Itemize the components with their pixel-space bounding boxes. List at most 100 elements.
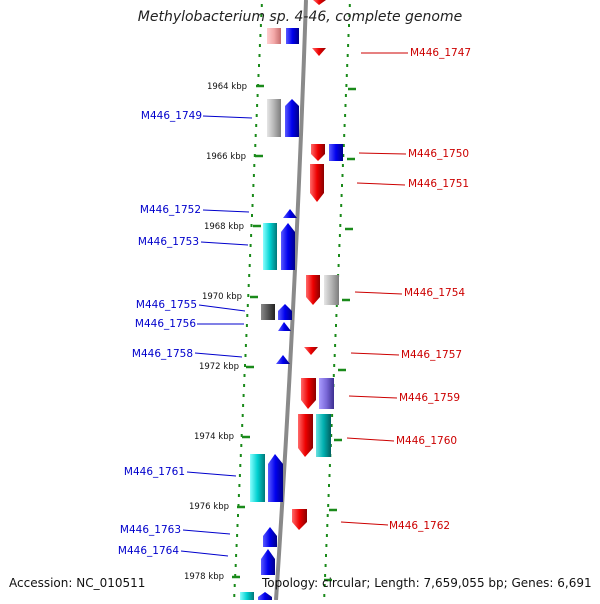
ruler-dot	[326, 524, 329, 527]
ruler-dot	[345, 84, 348, 87]
gene-m446-1759-companion[interactable]	[319, 378, 334, 409]
ruler-dot	[260, 14, 263, 17]
gene-label-m446-1758[interactable]: M446_1758	[132, 348, 193, 360]
gene-m446-1760[interactable]	[298, 414, 313, 457]
gene-label-m446-1753[interactable]: M446_1753	[138, 236, 199, 248]
ruler-dot	[330, 434, 333, 437]
gene-label-m446-1759[interactable]: M446_1759	[399, 392, 460, 404]
tick-label-1966: 1966 kbp	[206, 152, 246, 162]
ruler-dot	[233, 594, 236, 597]
ruler-dot	[240, 444, 243, 447]
ruler-dot	[246, 304, 249, 307]
gene-m446-1761[interactable]	[268, 454, 283, 502]
tick-label-1974: 1974 kbp	[194, 432, 234, 442]
gene-m446-1764[interactable]	[261, 549, 275, 575]
ruler-dot	[328, 474, 331, 477]
gene-m446-1749[interactable]	[285, 99, 299, 137]
ruler-dot	[238, 484, 241, 487]
tick-label-1972: 1972 kbp	[199, 362, 239, 372]
gene-m446-1760-companion[interactable]	[316, 414, 331, 457]
gene-m446-1759[interactable]	[301, 378, 316, 409]
ruler-dot	[234, 564, 237, 567]
gene-label-m446-1755[interactable]: M446_1755	[136, 299, 197, 311]
ruler-dot	[251, 204, 254, 207]
accession-text: Accession: NC_010511	[9, 576, 146, 590]
ruler-dot	[244, 364, 246, 367]
ruler-dot	[248, 264, 251, 267]
ruler-dot	[334, 344, 337, 347]
gene-label-m446-1757[interactable]: M446_1757	[401, 349, 462, 361]
ruler-dot	[235, 554, 238, 557]
gene-m446-1751[interactable]	[310, 164, 324, 202]
gene-block-top-left-pink[interactable]	[267, 28, 281, 44]
gene-m446-1753[interactable]	[281, 223, 295, 270]
ruler-dots	[233, 4, 351, 597]
ruler-dot	[249, 244, 252, 247]
gene-m446-1749-companion[interactable]	[267, 99, 281, 137]
gene-m446-1761-companion[interactable]	[250, 454, 265, 502]
gene-label-m446-1756[interactable]: M446_1756	[135, 318, 196, 330]
gene-block-bottom-cyan[interactable]	[240, 592, 254, 600]
ruler-dot	[252, 184, 255, 187]
gene-m446-1756[interactable]	[278, 322, 291, 331]
gene-label-m446-1747[interactable]: M446_1747	[410, 47, 471, 59]
ruler-dot	[344, 94, 347, 97]
ruler-dot	[343, 134, 346, 137]
gene-block-bottom-blue[interactable]	[258, 592, 272, 600]
gene-label-m446-1754[interactable]: M446_1754	[404, 287, 465, 299]
ruler-dot	[343, 124, 346, 127]
genome-axis	[274, 0, 308, 601]
gene-m446-1762[interactable]	[292, 509, 307, 530]
gene-label-m446-1750[interactable]: M446_1750	[408, 148, 469, 160]
gene-label-m446-1762[interactable]: M446_1762	[389, 520, 450, 532]
gene-block-top-red[interactable]	[313, 0, 326, 5]
genes-forward	[240, 28, 299, 600]
ruler-dot	[245, 324, 248, 327]
ruler-dot	[237, 504, 240, 507]
ruler-dot	[256, 104, 259, 107]
ruler-dot	[249, 254, 252, 257]
ruler-dot	[333, 354, 336, 357]
gene-m446-1753-companion[interactable]	[263, 223, 277, 270]
ruler-dot	[237, 494, 240, 497]
gene-label-m446-1751[interactable]: M446_1751	[408, 178, 469, 190]
ruler-dot	[335, 304, 338, 307]
ruler-dot	[251, 214, 253, 217]
ruler-dot	[248, 274, 251, 277]
ruler-dot	[258, 44, 261, 47]
ruler-dot	[342, 154, 345, 157]
tick-label-1968: 1968 kbp	[204, 222, 244, 232]
page-title: Methylobacterium sp. 4-46, complete geno…	[137, 9, 463, 25]
gene-m446-1747[interactable]	[312, 48, 326, 56]
gene-m446-1750[interactable]	[311, 144, 325, 161]
ruler-dot	[234, 574, 237, 577]
gene-label-m446-1763[interactable]: M446_1763	[120, 524, 181, 536]
gene-m446-1754-companion[interactable]	[324, 275, 339, 305]
gene-m446-1752[interactable]	[283, 209, 297, 218]
gene-m446-1755-companion[interactable]	[261, 304, 275, 320]
gene-m446-1757[interactable]	[304, 347, 318, 355]
ruler-dot	[259, 34, 262, 37]
gene-m446-1755[interactable]	[278, 304, 292, 320]
gene-label-m446-1752[interactable]: M446_1752	[140, 204, 201, 216]
ruler-dot	[325, 544, 328, 547]
ruler-dot	[236, 534, 239, 537]
gene-m446-1750-companion[interactable]	[329, 144, 343, 161]
genes-reverse	[292, 0, 343, 530]
gene-label-m446-1764[interactable]: M446_1764	[118, 545, 179, 557]
ruler-dot	[326, 514, 329, 517]
gene-m446-1758[interactable]	[276, 355, 290, 364]
ruler-dot	[244, 344, 247, 347]
ruler-dot	[236, 524, 239, 527]
ruler-dot	[346, 54, 349, 57]
gene-label-m446-1749[interactable]: M446_1749	[141, 110, 202, 122]
gene-label-m446-1761[interactable]: M446_1761	[124, 466, 185, 478]
ruler-dot	[250, 224, 253, 227]
gene-block-top-left-blue[interactable]	[286, 28, 299, 44]
gene-m446-1754[interactable]	[306, 275, 320, 305]
gene-label-m446-1760[interactable]: M446_1760	[396, 435, 457, 447]
gene-m446-1763[interactable]	[263, 527, 277, 547]
ruler-dot	[242, 404, 245, 407]
ruler-dot	[346, 64, 349, 67]
